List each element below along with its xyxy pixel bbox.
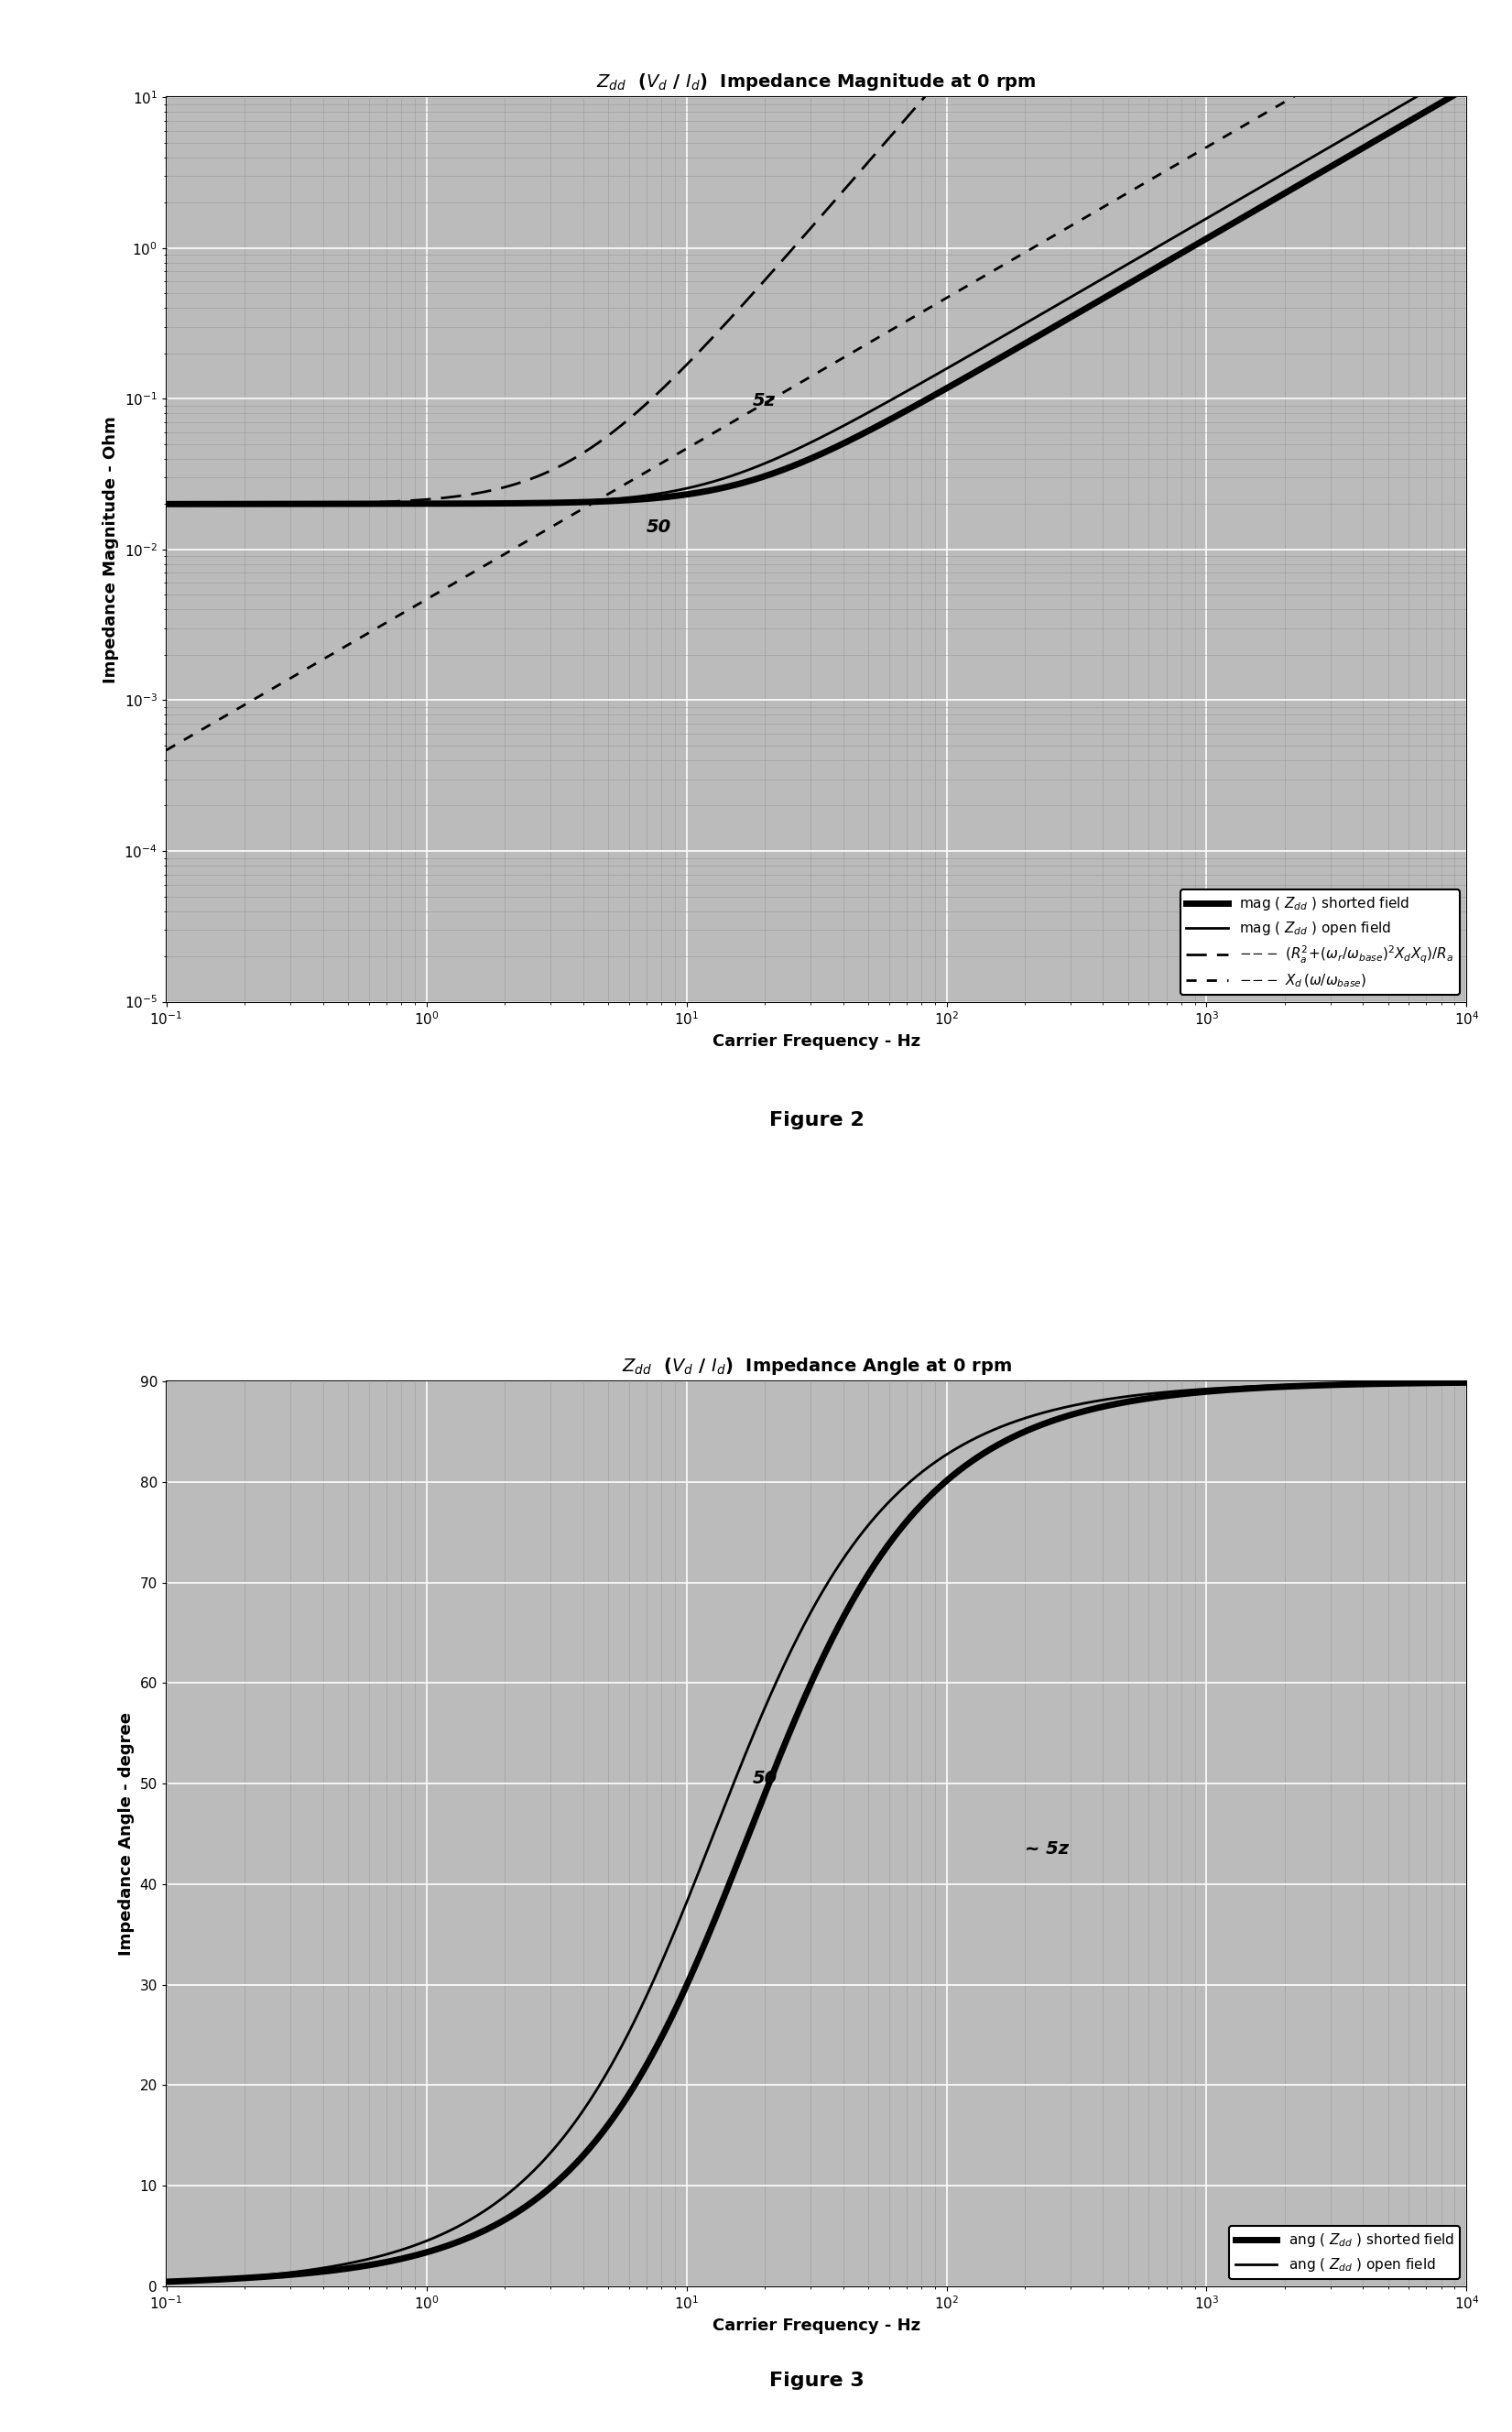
X-axis label: Carrier Frequency - Hz: Carrier Frequency - Hz <box>712 1034 921 1048</box>
Text: Figure 3: Figure 3 <box>770 2371 863 2391</box>
Legend: mag ( $Z_{dd}$ ) shorted field, mag ( $Z_{dd}$ ) open field, $-\!-\!-$ $(R_a^2\!: mag ( $Z_{dd}$ ) shorted field, mag ( $Z… <box>1181 890 1459 995</box>
Y-axis label: Impedance Angle - degree: Impedance Angle - degree <box>118 1712 135 1955</box>
Legend: ang ( $Z_{dd}$ ) shorted field, ang ( $Z_{dd}$ ) open field: ang ( $Z_{dd}$ ) shorted field, ang ( $Z… <box>1229 2225 1459 2279</box>
X-axis label: Carrier Frequency - Hz: Carrier Frequency - Hz <box>712 2318 921 2335</box>
Text: 50: 50 <box>753 1770 777 1788</box>
Text: ~ 5z: ~ 5z <box>1025 1841 1069 1858</box>
Title: $Z_{dd}$  ($V_d$ / $I_d$)  Impedance Magnitude at 0 rpm: $Z_{dd}$ ($V_d$ / $I_d$) Impedance Magni… <box>597 71 1036 92</box>
Title: $Z_{dd}$  ($V_d$ / $I_d$)  Impedance Angle at 0 rpm: $Z_{dd}$ ($V_d$ / $I_d$) Impedance Angle… <box>621 1357 1012 1377</box>
Text: Figure 2: Figure 2 <box>770 1111 863 1128</box>
Text: 50: 50 <box>646 518 671 535</box>
Y-axis label: Impedance Magnitude - Ohm: Impedance Magnitude - Ohm <box>103 416 119 683</box>
Text: 5z: 5z <box>753 392 776 409</box>
